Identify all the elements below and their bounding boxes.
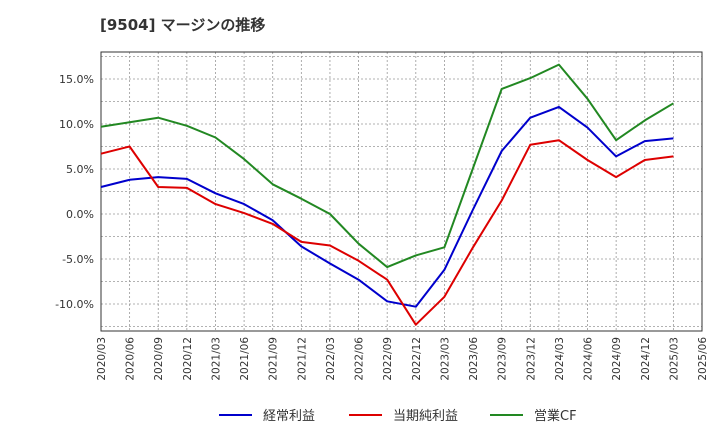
y-axis-ticks: 15.0% 10.0% 5.0% 0.0% -5.0% -10.0% [55,73,94,311]
series-lines [100,63,674,326]
x-tick-label: 2023/12 [525,337,537,381]
x-tick-label: 2025/06 [697,337,709,381]
legend: 経常利益 当期純利益 営業CF [219,408,577,424]
x-tick-label: 2022/09 [382,337,394,381]
series-line-1 [100,105,674,308]
x-tick-label: 2024/12 [640,337,652,381]
y-tick-label: 0.0% [66,208,94,221]
legend-label-2: 当期純利益 [393,409,458,424]
chart-title: [9504] マージンの推移 [100,16,266,34]
x-tick-label: 2023/06 [468,337,480,381]
y-tick-label: 5.0% [66,163,94,176]
x-tick-label: 2021/03 [210,337,222,381]
legend-label-3: 営業CF [534,408,577,424]
x-tick-label: 2023/09 [497,337,509,381]
x-axis-ticks: 2020/03 2020/06 2020/09 2020/12 2021/03 2021/… [96,337,709,381]
legend-label-1: 経常利益 [263,409,315,424]
x-tick-label: 2020/12 [182,337,194,381]
y-tick-label: -5.0% [62,253,94,266]
series-line-2 [100,139,674,326]
x-tick-label: 2023/03 [439,337,451,381]
x-tick-label: 2024/03 [554,337,566,381]
x-tick-label: 2022/03 [325,337,337,381]
series-line-3 [100,63,674,269]
x-tick-label: 2021/12 [296,337,308,381]
x-tick-label: 2020/03 [96,337,108,381]
x-tick-label: 2020/09 [153,337,165,381]
x-tick-label: 2024/06 [583,337,595,381]
y-tick-label: -10.0% [55,298,94,311]
x-tick-label: 2025/03 [668,337,680,381]
y-tick-label: 10.0% [59,118,94,131]
x-tick-label: 2022/12 [411,337,423,381]
x-tick-label: 2021/06 [239,337,251,381]
x-tick-label: 2020/06 [125,337,137,381]
grid-lines [101,52,702,331]
x-tick-label: 2024/09 [611,337,623,381]
x-tick-label: 2021/09 [268,337,280,381]
plot-frame [100,51,703,332]
x-tick-label: 2022/06 [354,337,366,381]
y-tick-label: 15.0% [59,73,94,86]
